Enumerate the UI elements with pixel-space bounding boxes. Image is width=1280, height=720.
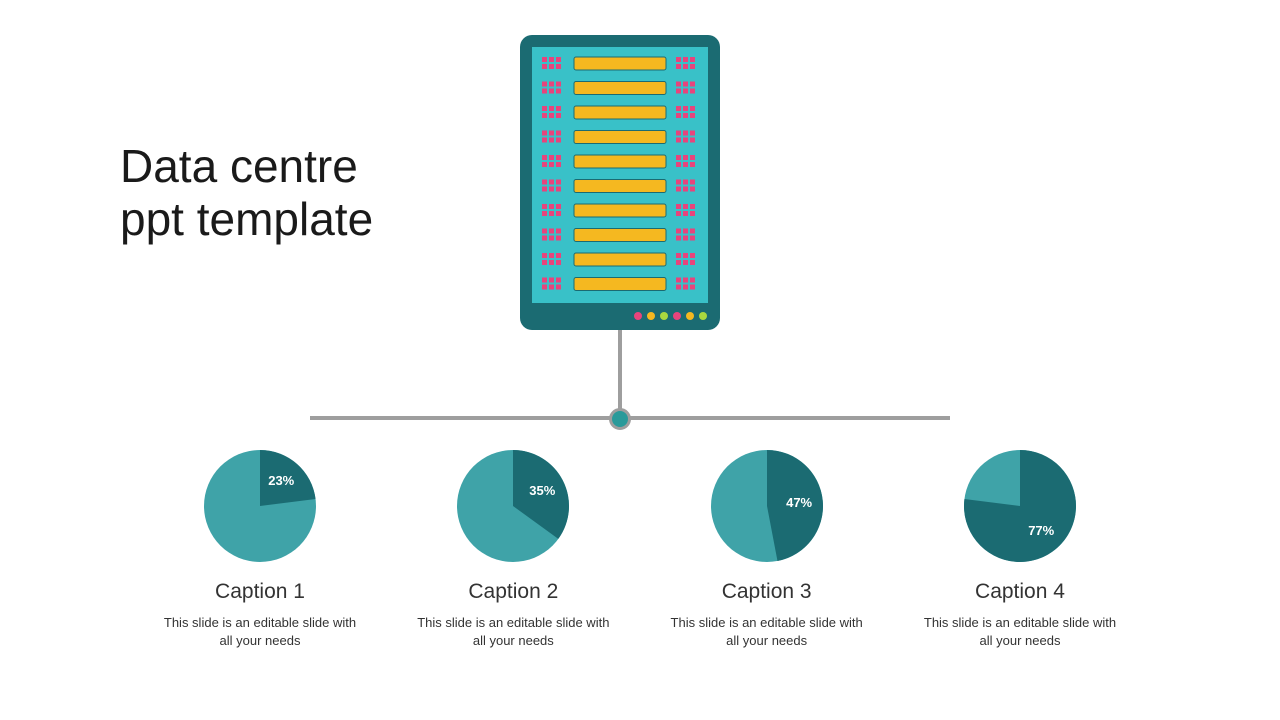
pie-label-2: 35% (529, 483, 555, 498)
pie-label-4: 77% (1028, 523, 1054, 538)
desc-4: This slide is an editable slide with all… (910, 614, 1130, 649)
pie-label-3: 47% (786, 495, 812, 510)
pie-label-1: 23% (268, 473, 294, 488)
item-3: 47% Caption 3 This slide is an editable … (657, 450, 877, 649)
caption-3: Caption 3 (657, 580, 877, 604)
item-1: 23% Caption 1 This slide is an editable … (150, 450, 370, 649)
pie-chart-2: 35% (457, 450, 569, 562)
title-line-1: Data centre (120, 140, 358, 192)
connector-stem (618, 330, 622, 418)
caption-4: Caption 4 (910, 580, 1130, 604)
caption-1: Caption 1 (150, 580, 370, 604)
desc-2: This slide is an editable slide with all… (403, 614, 623, 649)
items-row: 23% Caption 1 This slide is an editable … (150, 450, 1130, 649)
title-line-2: ppt template (120, 193, 373, 245)
server-icon (520, 35, 720, 330)
item-4: 77% Caption 4 This slide is an editable … (910, 450, 1130, 649)
slide-title: Data centre ppt template (120, 140, 373, 246)
pie-chart-3: 47% (711, 450, 823, 562)
caption-2: Caption 2 (403, 580, 623, 604)
connector-hub (609, 408, 631, 430)
item-2: 35% Caption 2 This slide is an editable … (403, 450, 623, 649)
pie-chart-1: 23% (204, 450, 316, 562)
desc-3: This slide is an editable slide with all… (657, 614, 877, 649)
desc-1: This slide is an editable slide with all… (150, 614, 370, 649)
pie-chart-4: 77% (964, 450, 1076, 562)
